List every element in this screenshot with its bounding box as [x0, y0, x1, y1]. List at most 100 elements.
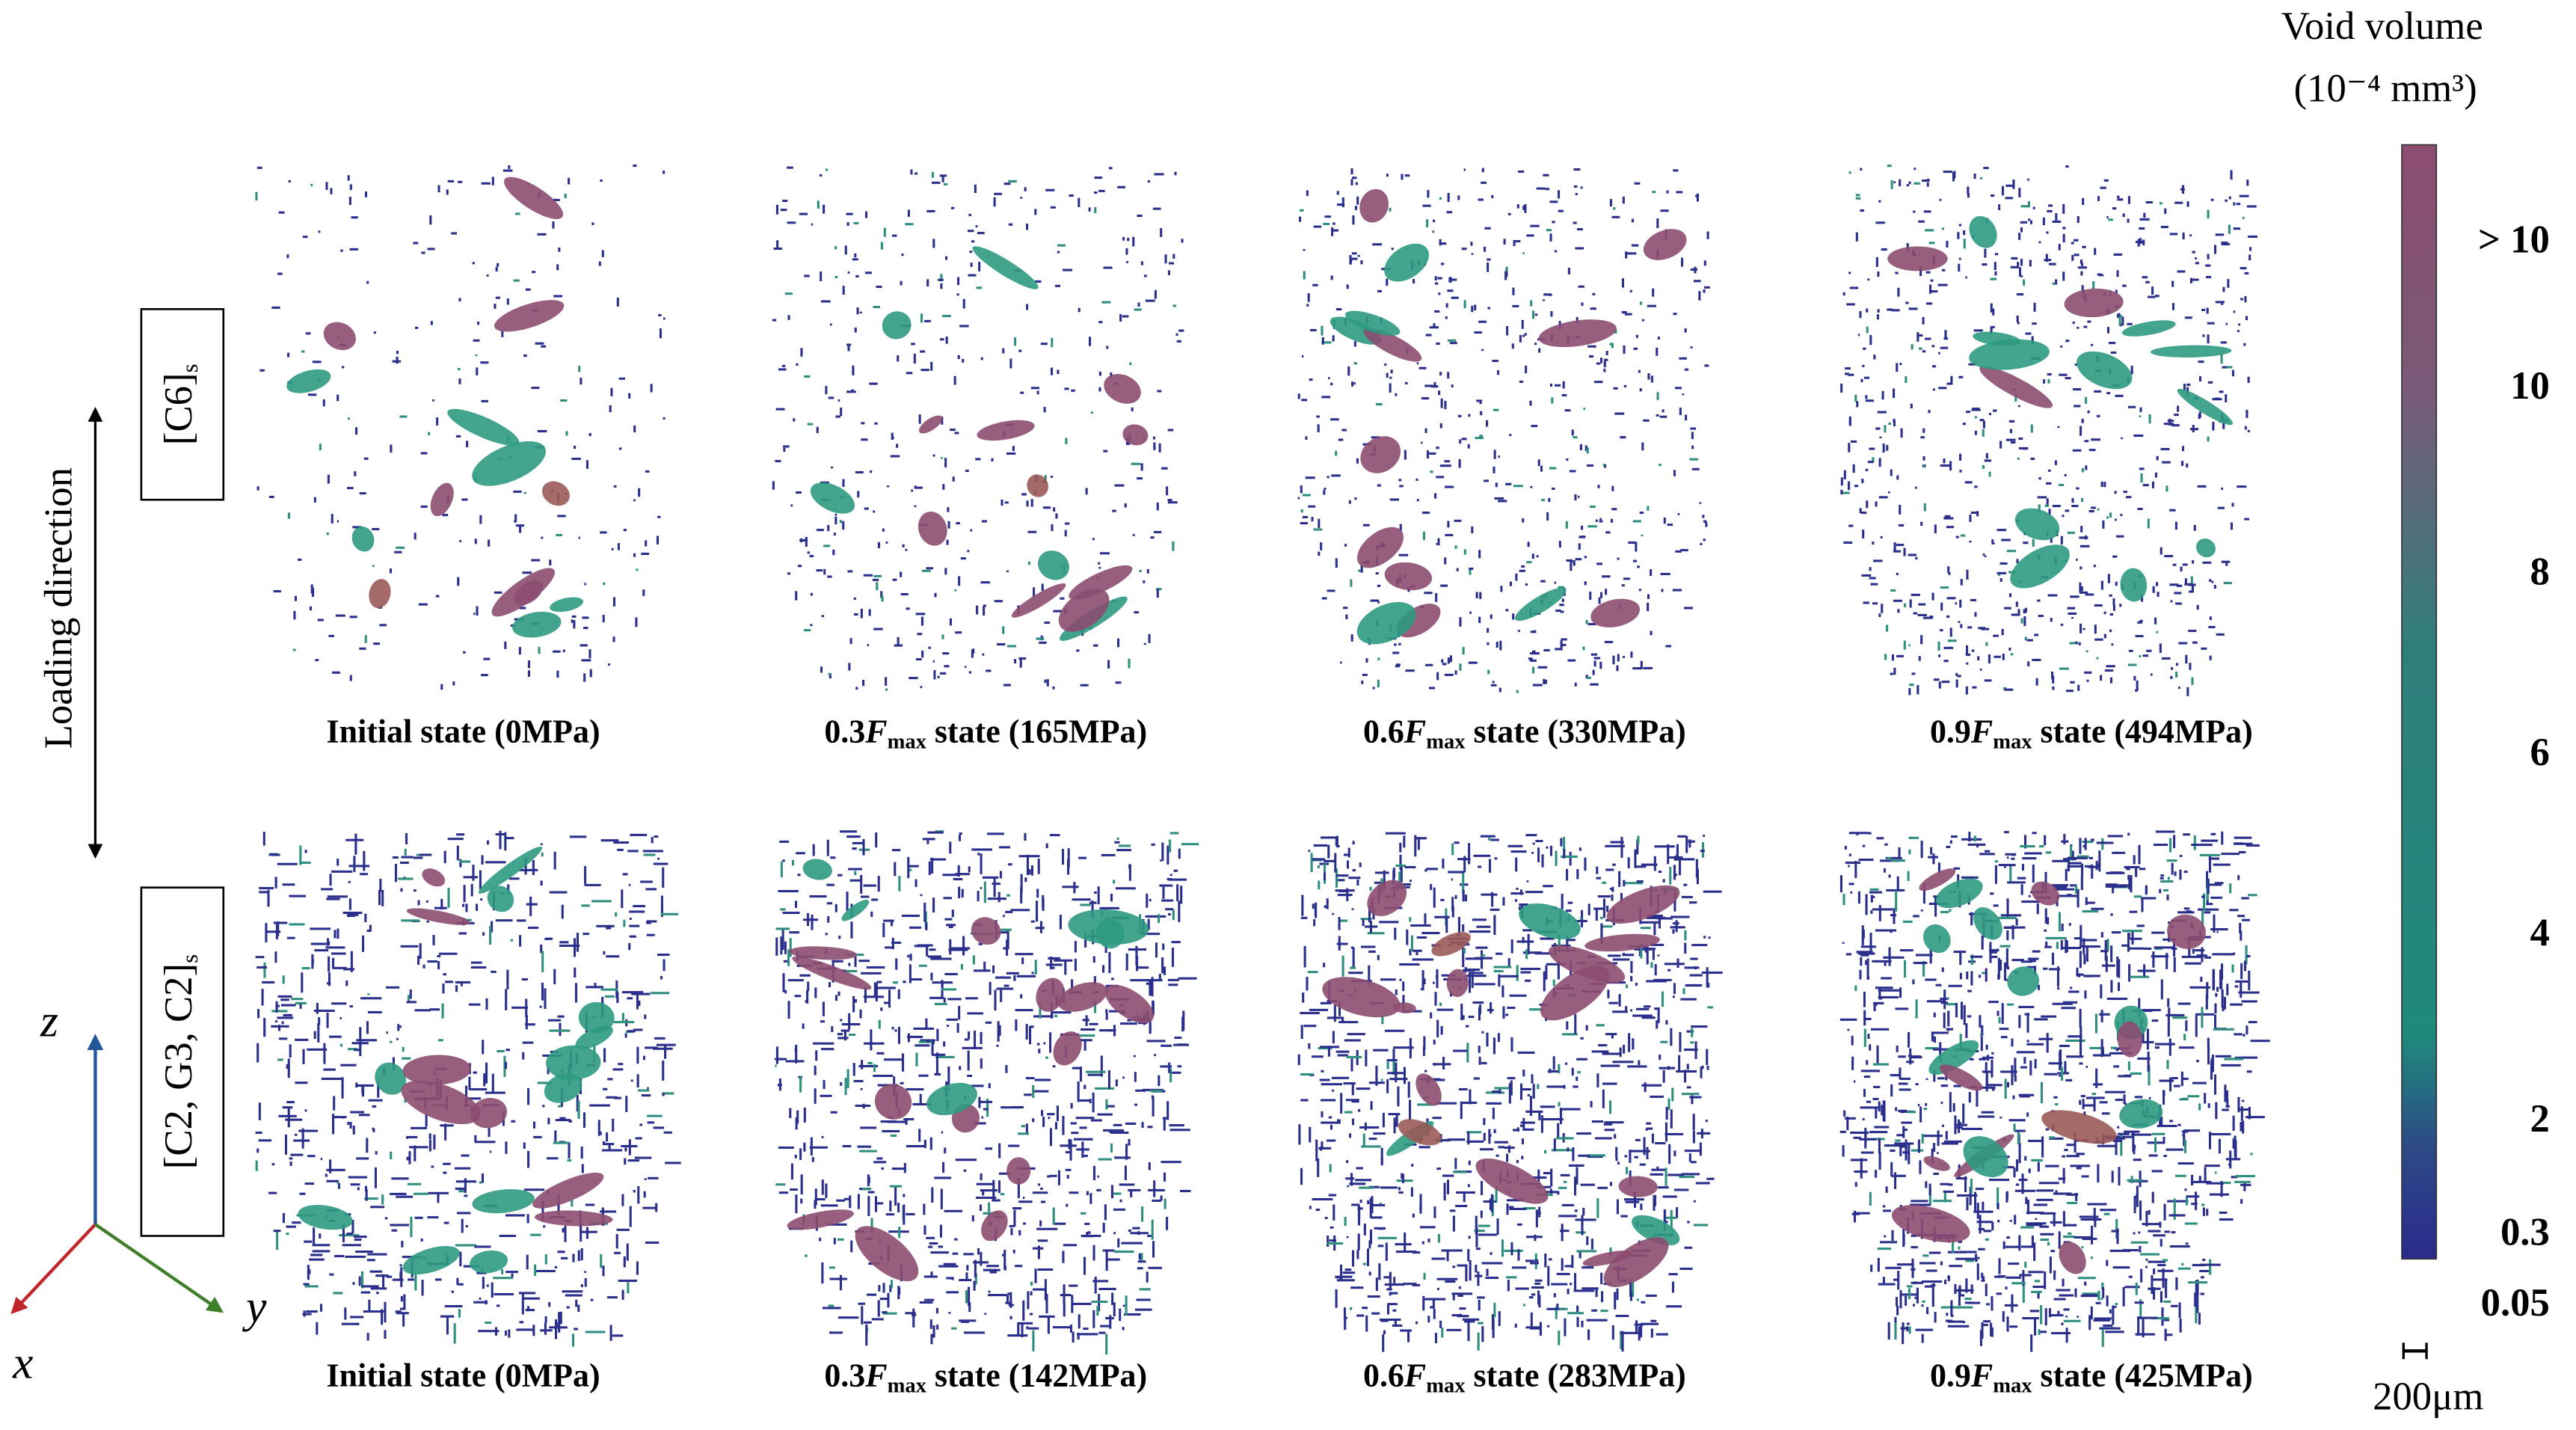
void	[823, 544, 831, 547]
void	[1637, 565, 1640, 568]
void	[1513, 485, 1523, 488]
void	[1534, 313, 1538, 316]
void	[1493, 1129, 1496, 1134]
void	[974, 1122, 986, 1125]
void	[481, 182, 491, 185]
void	[1399, 524, 1402, 531]
void	[657, 954, 670, 957]
void	[1083, 1328, 1089, 1331]
void	[1561, 894, 1564, 909]
void	[414, 326, 419, 329]
void	[1150, 536, 1155, 539]
void	[1382, 1112, 1385, 1128]
void	[1481, 1062, 1487, 1065]
void	[914, 505, 917, 508]
void	[1903, 603, 1907, 608]
void	[1673, 898, 1676, 912]
void	[934, 1002, 947, 1006]
void	[454, 1167, 471, 1170]
void	[1452, 1215, 1455, 1232]
void	[2065, 165, 2069, 168]
void	[401, 919, 420, 922]
void	[809, 1146, 828, 1149]
void	[775, 1058, 787, 1061]
void	[1374, 1227, 1386, 1230]
void	[1435, 1139, 1451, 1142]
void	[1944, 330, 1947, 340]
void	[1074, 941, 1077, 953]
void	[1679, 407, 1682, 416]
void	[837, 1238, 844, 1241]
void	[413, 242, 419, 245]
void	[1323, 963, 1326, 968]
void	[340, 249, 343, 252]
void	[783, 445, 790, 448]
void	[1505, 482, 1512, 485]
void	[1675, 920, 1678, 933]
void	[1913, 168, 1916, 171]
void	[1380, 1319, 1389, 1322]
void	[302, 1313, 312, 1316]
void	[1554, 581, 1557, 584]
void	[783, 960, 788, 963]
void	[1361, 945, 1376, 948]
void	[1468, 1160, 1471, 1165]
void	[888, 1120, 907, 1123]
void	[1393, 1046, 1414, 1049]
void	[367, 1010, 382, 1013]
void	[896, 444, 899, 448]
void	[1897, 609, 1900, 613]
void	[339, 1234, 360, 1237]
void	[834, 513, 837, 516]
void	[1422, 512, 1430, 515]
void	[965, 469, 969, 473]
void	[2077, 684, 2080, 691]
void	[623, 1256, 626, 1268]
void	[2154, 295, 2160, 298]
void	[1574, 1176, 1577, 1196]
void	[2079, 591, 2088, 594]
void	[1633, 347, 1638, 350]
void	[1926, 178, 1930, 182]
void	[318, 1017, 321, 1025]
void	[1669, 867, 1672, 885]
void	[787, 221, 796, 224]
void	[2077, 215, 2079, 223]
void	[2191, 677, 2194, 685]
void	[565, 1294, 582, 1297]
void	[1636, 880, 1644, 883]
void	[275, 1001, 278, 1013]
void	[1640, 660, 1643, 669]
void	[1051, 367, 1054, 375]
void	[1320, 1001, 1332, 1004]
void	[2074, 363, 2078, 366]
void	[1050, 956, 1053, 970]
void	[2222, 286, 2225, 292]
void	[905, 1312, 916, 1315]
void	[1492, 359, 1498, 363]
void	[997, 1180, 1001, 1194]
void	[790, 1163, 793, 1180]
void	[2060, 536, 2063, 545]
void	[882, 1283, 885, 1293]
void	[1181, 1016, 1184, 1032]
void	[1557, 1192, 1560, 1195]
void	[1481, 349, 1484, 352]
void	[1100, 1325, 1111, 1328]
void	[1140, 1253, 1143, 1261]
void	[1302, 494, 1311, 497]
void	[1840, 383, 1843, 393]
void	[1573, 1289, 1595, 1292]
void	[1444, 460, 1451, 463]
void	[901, 1053, 905, 1072]
void	[782, 911, 800, 915]
void	[934, 592, 937, 598]
void	[1463, 168, 1466, 171]
void	[1350, 1058, 1353, 1072]
void	[2100, 482, 2103, 488]
void	[1321, 341, 1332, 344]
void	[1488, 837, 1491, 841]
void	[1044, 621, 1051, 625]
void	[399, 861, 409, 865]
void	[778, 889, 799, 893]
